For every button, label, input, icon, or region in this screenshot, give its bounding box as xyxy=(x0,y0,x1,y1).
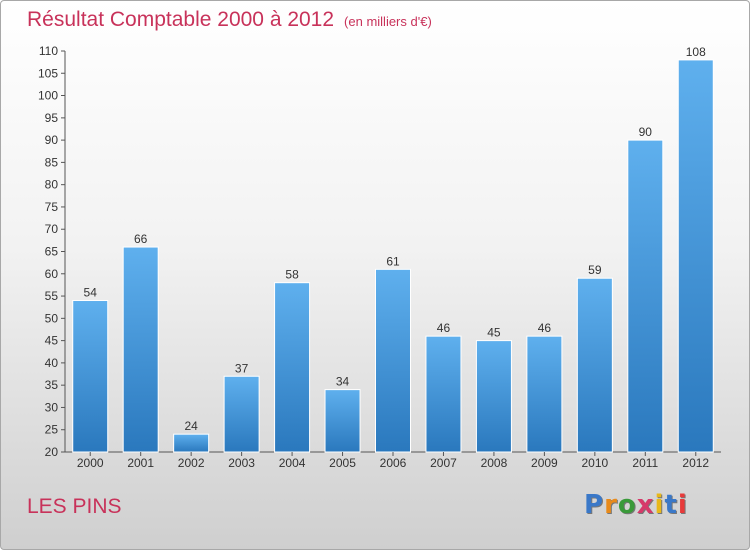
x-tick-label: 2000 xyxy=(77,456,104,470)
bar xyxy=(627,139,664,453)
x-tick-label: 2003 xyxy=(228,456,255,470)
bar xyxy=(375,268,411,453)
bar-value-label: 66 xyxy=(134,232,148,246)
proxiti-logo: Proxiti xyxy=(584,490,688,520)
x-tick-label: 2008 xyxy=(481,456,508,470)
logo-letter: x xyxy=(636,490,655,520)
bar xyxy=(72,300,109,453)
bar-value-label: 37 xyxy=(235,361,249,375)
bar-value-label: 90 xyxy=(639,125,653,139)
x-tick-label: 2006 xyxy=(380,456,407,470)
bar-value-label: 59 xyxy=(588,263,602,277)
y-tick-label: 40 xyxy=(45,356,59,370)
logo-letter: t xyxy=(664,490,678,520)
y-tick-label: 110 xyxy=(39,44,58,58)
bar xyxy=(223,375,260,453)
bar xyxy=(475,340,512,453)
logo-letter: i xyxy=(677,490,688,520)
bar xyxy=(425,335,462,453)
y-tick-label: 55 xyxy=(45,289,59,303)
x-tick-label: 2005 xyxy=(329,456,356,470)
bar xyxy=(677,59,714,453)
chart-subtitle: (en milliers d'€) xyxy=(344,14,432,29)
y-tick-label: 65 xyxy=(45,245,59,259)
bar-value-label: 61 xyxy=(386,254,400,268)
y-tick-label: 25 xyxy=(45,423,59,437)
logo-letter: o xyxy=(617,490,637,520)
bar xyxy=(576,277,613,453)
y-tick-label: 60 xyxy=(45,267,59,281)
bar-value-label: 108 xyxy=(686,45,706,59)
y-tick-label: 95 xyxy=(45,111,59,125)
x-tick-label: 2001 xyxy=(127,456,154,470)
chart-title: Résultat Comptable 2000 à 2012 (en millie… xyxy=(27,8,432,32)
y-tick-label: 85 xyxy=(45,155,59,169)
bar-value-label: 58 xyxy=(285,268,299,282)
bar-value-label: 45 xyxy=(487,326,501,340)
x-tick-label: 2011 xyxy=(632,456,658,470)
bar xyxy=(173,433,210,453)
bar xyxy=(526,335,563,453)
bar-value-label: 34 xyxy=(336,375,350,389)
x-tick-label: 2012 xyxy=(682,456,709,470)
bar-value-label: 46 xyxy=(538,321,552,335)
chart-title-text: Résultat Comptable 2000 à 2012 xyxy=(27,8,335,31)
y-tick-label: 105 xyxy=(38,66,58,80)
logo-letter: i xyxy=(654,490,665,520)
x-tick-label: 2009 xyxy=(531,456,558,470)
logo-letter: r xyxy=(604,490,618,520)
y-tick-label: 35 xyxy=(45,378,59,392)
y-tick-label: 70 xyxy=(45,222,59,236)
bar-value-label: 46 xyxy=(437,321,451,335)
y-tick-label: 20 xyxy=(45,445,59,459)
y-tick-label: 90 xyxy=(45,133,59,147)
bar-value-label: 24 xyxy=(184,419,198,433)
bar-value-label: 54 xyxy=(84,286,98,300)
y-tick-label: 100 xyxy=(38,89,58,103)
place-name: LES PINS xyxy=(27,495,122,518)
y-tick-label: 30 xyxy=(45,400,59,414)
logo-letter: P xyxy=(584,490,605,520)
bar xyxy=(274,282,311,453)
x-tick-label: 2007 xyxy=(430,456,457,470)
x-tick-label: 2004 xyxy=(279,456,306,470)
x-tick-label: 2010 xyxy=(581,456,608,470)
bar xyxy=(324,389,361,453)
y-tick-label: 80 xyxy=(45,178,59,192)
bar xyxy=(122,246,159,453)
y-tick-label: 50 xyxy=(45,311,59,325)
y-tick-label: 45 xyxy=(45,334,59,348)
y-tick-label: 75 xyxy=(45,200,59,214)
x-tick-label: 2002 xyxy=(178,456,205,470)
